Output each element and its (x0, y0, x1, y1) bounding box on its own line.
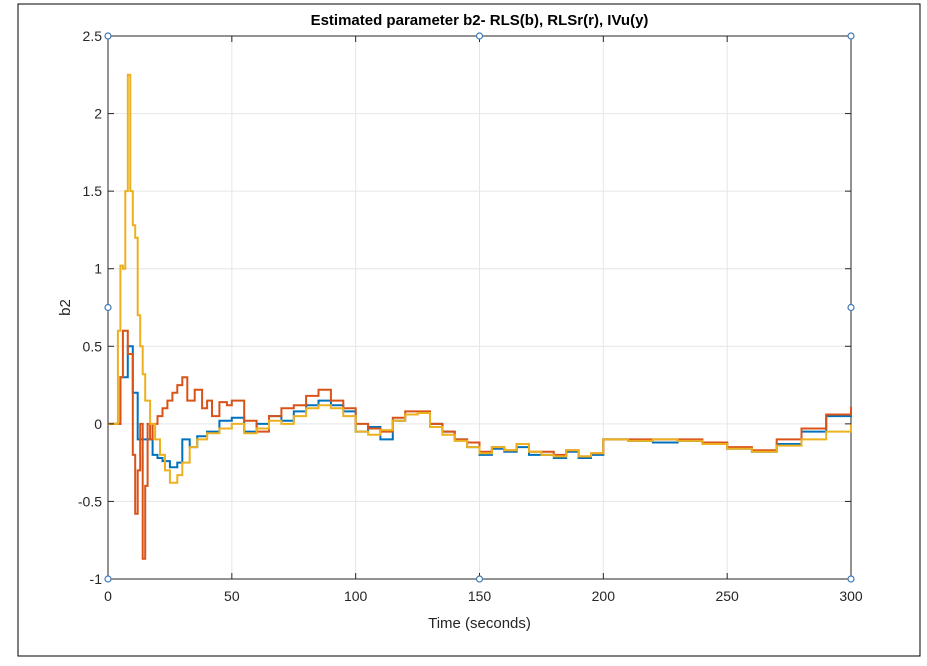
resize-handle-0[interactable] (104, 32, 112, 40)
y-axis-ticks: -1 -0.5 0 0.5 1 1.5 2 2.5 (78, 28, 851, 587)
x-tick-label-5: 250 (715, 588, 739, 604)
chart-title: Estimated parameter b2- RLS(b), RLSr(r),… (311, 12, 649, 29)
series-layer (108, 73, 852, 560)
y-tick-label-3: 0.5 (83, 338, 103, 354)
x-tick-label-0: 0 (104, 588, 112, 604)
x-axis-label: Time (seconds) (428, 615, 531, 632)
figure-border (17, 3, 921, 657)
y-tick-label-7: 2.5 (83, 28, 103, 44)
selection-handles (104, 32, 855, 583)
resize-handle-5[interactable] (104, 575, 112, 583)
resize-handle-7[interactable] (847, 575, 855, 583)
x-tick-label-3: 150 (468, 588, 492, 604)
y-axis-label: b2 (57, 299, 74, 316)
resize-handle-4[interactable] (847, 303, 855, 312)
series-line-2 (108, 73, 852, 484)
y-tick-label-1: -0.5 (78, 493, 102, 509)
x-tick-label-1: 50 (224, 588, 240, 604)
resize-handle-2[interactable] (847, 32, 855, 40)
resize-handle-6[interactable] (475, 575, 484, 583)
x-tick-label-2: 100 (344, 588, 368, 604)
resize-handle-1[interactable] (475, 32, 484, 40)
x-axis-ticks: 0 50 100 150 200 250 300 (104, 36, 863, 604)
y-tick-label-0: -1 (90, 571, 103, 587)
x-tick-label-4: 200 (592, 588, 616, 604)
grid (107, 35, 852, 580)
y-tick-label-5: 1.5 (83, 183, 103, 199)
resize-handle-3[interactable] (104, 303, 112, 312)
y-tick-label-6: 2 (94, 106, 102, 122)
y-tick-label-4: 1 (94, 261, 102, 277)
y-tick-label-2: 0 (94, 416, 102, 432)
x-tick-label-6: 300 (839, 588, 863, 604)
